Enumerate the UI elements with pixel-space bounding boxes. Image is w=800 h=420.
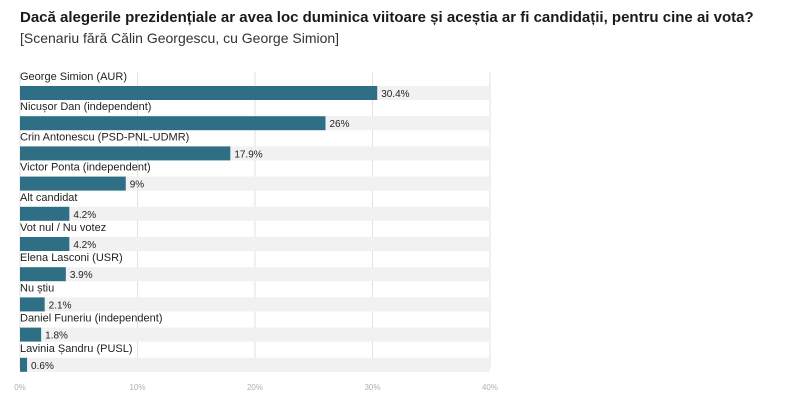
bar	[20, 357, 28, 372]
bar	[20, 297, 45, 312]
chart-subtitle: [Scenariu fără Călin Georgescu, cu Georg…	[20, 30, 340, 46]
bar	[20, 327, 42, 342]
category-label: Crin Antonescu (PSD-PNL-UDMR)	[20, 131, 189, 143]
value-label: 2.1%	[49, 300, 72, 311]
bar-track	[20, 206, 490, 221]
category-label: George Simion (AUR)	[20, 71, 127, 83]
bar	[20, 146, 231, 161]
bar-track	[20, 176, 490, 191]
category-label: Nicușor Dan (independent)	[20, 101, 151, 113]
value-label: 30.4%	[381, 89, 409, 100]
value-label: 17.9%	[234, 149, 262, 160]
bar	[20, 267, 66, 282]
bar-track	[20, 327, 490, 342]
category-label: Elena Lasconi (USR)	[20, 252, 123, 264]
bar	[20, 116, 326, 131]
chart-title: Dacă alegerile prezidențiale ar avea loc…	[20, 9, 754, 26]
bar-track	[20, 237, 490, 251]
value-label: 1.8%	[45, 331, 68, 342]
x-tick-label: 20%	[247, 383, 263, 392]
category-label: Nu știu	[20, 282, 54, 294]
bar	[20, 206, 70, 221]
bar	[20, 176, 126, 191]
x-tick-label: 10%	[129, 383, 145, 392]
value-label: 4.2%	[73, 210, 96, 221]
value-label: 4.2%	[73, 240, 96, 251]
category-label: Victor Ponta (independent)	[20, 162, 151, 174]
bar-track	[20, 267, 490, 282]
category-label: Vot nul / Nu votez	[20, 222, 106, 234]
value-label: 9%	[130, 180, 145, 191]
bar	[20, 86, 378, 100]
x-tick-label: 40%	[482, 383, 498, 392]
value-label: 0.6%	[31, 361, 54, 372]
value-label: 3.9%	[70, 270, 93, 281]
category-label: Lavinia Șandru (PUSL)	[20, 343, 133, 355]
x-tick-label: 0%	[14, 383, 26, 392]
value-label: 26%	[330, 119, 350, 130]
bar-track	[20, 357, 490, 372]
bar	[20, 237, 70, 251]
category-label: Alt candidat	[20, 192, 77, 204]
bar-track	[20, 297, 490, 312]
category-label: Daniel Funeriu (independent)	[20, 313, 162, 325]
x-tick-label: 30%	[364, 383, 380, 392]
